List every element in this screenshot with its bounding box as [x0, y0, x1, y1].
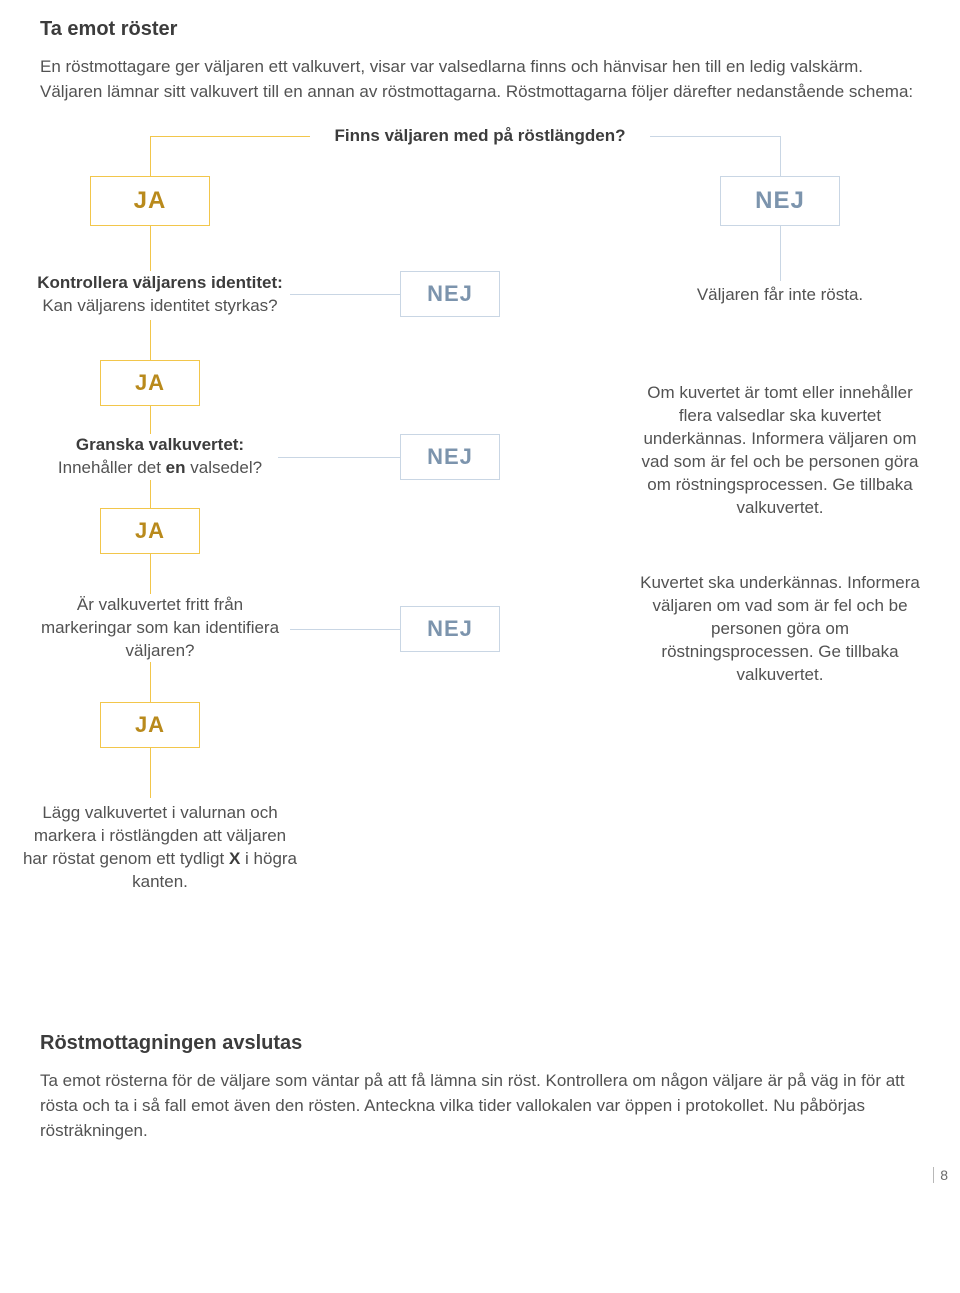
- flow-box-nej-envelope: NEJ: [400, 434, 500, 480]
- flow-box-ja-2: JA: [100, 360, 200, 406]
- flow-result-identity: Väljaren får inte rösta.: [650, 284, 910, 307]
- flow-question-envelope-title: Granska valkuvertet:: [76, 435, 244, 454]
- flow-box-nej-markings: NEJ: [400, 606, 500, 652]
- flow-line: [150, 226, 151, 271]
- page-number: 8: [933, 1167, 948, 1183]
- flow-result-envelope: Om kuvertet är tomt eller innehåller fle…: [640, 382, 920, 520]
- flow-box-nej-identity: NEJ: [400, 271, 500, 317]
- section-heading-2: Röstmottagningen avslutas: [40, 1032, 920, 1055]
- intro-paragraph: En röstmottagare ger väljaren ett valkuv…: [40, 55, 920, 104]
- flow-line: [290, 294, 400, 295]
- flow-line: [780, 136, 781, 176]
- flow-line: [150, 136, 310, 137]
- flow-line: [780, 226, 781, 281]
- flow-question-markings: Är valkuvertet fritt från markeringar so…: [30, 594, 290, 663]
- outro-paragraph: Ta emot rösterna för de väljare som vänt…: [40, 1069, 920, 1143]
- flow-box-ja-3: JA: [100, 508, 200, 554]
- flow-question-envelope-line: Innehåller det en valsedel?: [58, 458, 262, 477]
- flow-line: [150, 748, 151, 798]
- flow-question-top: Finns väljaren med på röstlängden?: [320, 125, 640, 148]
- flow-result-markings: Kuvertet ska underkännas. Informera välj…: [640, 572, 920, 687]
- flow-question-identity-line2: Kan väljarens identitet styrkas?: [42, 296, 277, 315]
- flow-box-ja-4: JA: [100, 702, 200, 748]
- section-heading-1: Ta emot röster: [40, 18, 920, 41]
- flow-line: [278, 457, 400, 458]
- flow-line: [150, 406, 151, 434]
- flow-question-identity: Kontrollera väljarens identitet: Kan väl…: [30, 272, 290, 318]
- flow-line: [150, 136, 151, 176]
- flow-line: [150, 662, 151, 702]
- flowchart: Finns väljaren med på röstlängden? JA NE…: [40, 122, 920, 992]
- flow-line: [150, 554, 151, 594]
- flow-line: [290, 629, 400, 630]
- flow-question-identity-line1: Kontrollera väljarens identitet:: [37, 273, 283, 292]
- flow-box-ja-1: JA: [90, 176, 210, 226]
- flow-box-nej-top: NEJ: [720, 176, 840, 226]
- flow-line: [150, 320, 151, 360]
- flow-question-envelope: Granska valkuvertet: Innehåller det en v…: [40, 434, 280, 480]
- flow-line: [650, 136, 780, 137]
- flow-line: [150, 480, 151, 508]
- flow-final: Lägg valkuvertet i valurnan och markera …: [20, 802, 300, 894]
